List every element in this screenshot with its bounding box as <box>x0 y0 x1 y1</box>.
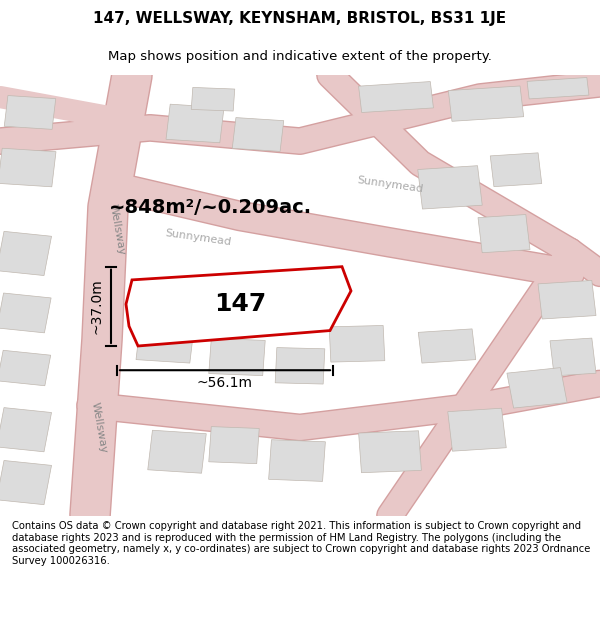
Polygon shape <box>538 281 596 319</box>
Polygon shape <box>550 338 596 376</box>
Text: Map shows position and indicative extent of the property.: Map shows position and indicative extent… <box>108 50 492 62</box>
Text: ~37.0m: ~37.0m <box>89 279 103 334</box>
Polygon shape <box>0 293 51 333</box>
Polygon shape <box>448 408 506 451</box>
Polygon shape <box>0 461 52 504</box>
Polygon shape <box>448 86 524 121</box>
Text: Sunnymead: Sunnymead <box>164 228 232 248</box>
Polygon shape <box>418 329 476 363</box>
Polygon shape <box>136 324 194 363</box>
Polygon shape <box>0 148 56 187</box>
Polygon shape <box>359 81 433 112</box>
Text: Wellsway: Wellsway <box>107 202 127 256</box>
Text: 147, WELLSWAY, KEYNSHAM, BRISTOL, BS31 1JE: 147, WELLSWAY, KEYNSHAM, BRISTOL, BS31 1… <box>94 11 506 26</box>
Polygon shape <box>0 231 52 276</box>
Text: ~848m²/~0.209ac.: ~848m²/~0.209ac. <box>109 198 311 217</box>
Polygon shape <box>527 78 589 99</box>
Polygon shape <box>507 368 567 408</box>
Polygon shape <box>490 153 542 187</box>
Polygon shape <box>359 431 421 472</box>
Polygon shape <box>275 348 325 384</box>
Polygon shape <box>126 267 351 346</box>
Text: Contains OS data © Crown copyright and database right 2021. This information is : Contains OS data © Crown copyright and d… <box>12 521 590 566</box>
Polygon shape <box>148 430 206 473</box>
Polygon shape <box>269 440 325 481</box>
Polygon shape <box>418 166 482 209</box>
Polygon shape <box>166 104 224 142</box>
Text: Wellsway: Wellsway <box>89 401 109 454</box>
Polygon shape <box>232 118 284 151</box>
Polygon shape <box>191 88 235 111</box>
Text: 147: 147 <box>214 292 266 316</box>
Polygon shape <box>478 214 530 253</box>
Polygon shape <box>4 96 56 129</box>
Text: ~56.1m: ~56.1m <box>197 376 253 389</box>
Polygon shape <box>329 326 385 362</box>
Polygon shape <box>209 427 259 464</box>
Polygon shape <box>0 408 52 452</box>
Polygon shape <box>0 350 50 386</box>
Text: Sunnymead: Sunnymead <box>356 176 424 195</box>
Polygon shape <box>209 338 265 376</box>
